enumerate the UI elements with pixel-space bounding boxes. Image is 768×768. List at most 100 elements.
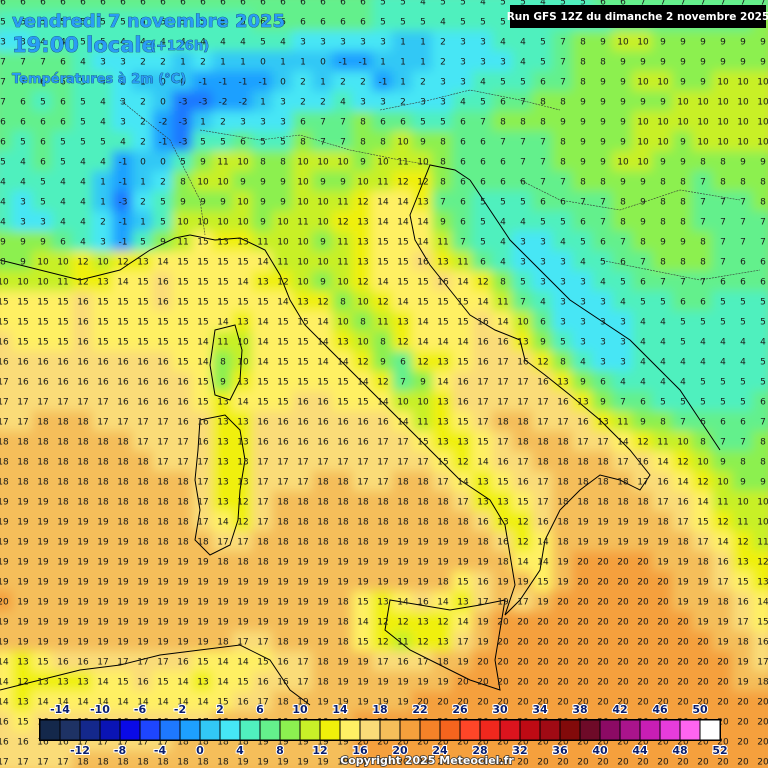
temperature-cell [292,251,314,273]
temperature-value: 9 [440,218,446,228]
temperature-cell [432,151,454,173]
temperature-value: 7 [700,178,706,188]
temperature-cell [312,91,334,113]
temperature-value: 13 [437,258,448,268]
temperature-cell [392,571,414,593]
temperature-cell [572,671,594,693]
temperature-cell [532,31,554,53]
temperature-cell [392,11,414,33]
temperature-cell [552,351,574,373]
temperature-cell [372,611,394,633]
temperature-value: 5 [40,98,46,108]
temperature-value: 4 [500,238,506,248]
temperature-cell [592,51,614,73]
temperature-cell [632,31,654,53]
temperature-value: 8 [660,218,666,228]
temperature-value: 16 [57,378,69,388]
temperature-value: 8 [660,178,666,188]
temperature-cell [472,0,494,13]
temperature-value: 16 [37,378,49,388]
temperature-cell [452,511,474,533]
temperature-value: 3 [620,318,626,328]
temperature-value: 6 [560,198,566,208]
temperature-cell [492,171,514,193]
temperature-value: 5 [20,18,26,28]
temperature-cell [452,11,474,33]
temperature-value: 5 [480,218,486,228]
legend-swatch [140,720,160,740]
temperature-cell [12,631,34,653]
temperature-cell [592,331,614,353]
temperature-value: 7 [620,238,626,248]
temperature-value: 19 [697,578,709,588]
temperature-value: 7 [520,158,526,168]
temperature-cell [12,111,34,133]
legend-label: 0 [196,744,204,757]
temperature-value: 6 [140,0,146,8]
temperature-cell [232,51,254,73]
temperature-cell [392,651,414,673]
temperature-cell [352,291,374,313]
temperature-value: 19 [437,558,449,568]
temperature-value: 18 [357,538,369,548]
temperature-cell [492,0,514,13]
temperature-value: 5 [380,18,386,28]
temperature-value: 20 [557,738,569,748]
temperature-value: 2 [440,58,446,68]
temperature-cell [612,531,634,553]
temperature-value: 17 [337,458,348,468]
temperature-value: 9 [620,118,626,128]
temperature-cell [272,411,294,433]
temperature-value: 20 [437,698,449,708]
temperature-value: 18 [297,518,309,528]
temperature-cell [0,171,14,193]
temperature-cell [572,351,594,373]
temperature-cell [672,591,694,613]
temperature-value: 5 [500,198,506,208]
temperature-cell [412,691,434,713]
legend-swatch [520,720,540,740]
temperature-cell [272,331,294,353]
temperature-cell [332,0,354,13]
temperature-value: 2 [420,78,426,88]
temperature-cell [252,491,274,513]
temperature-cell [672,451,694,473]
temperature-cell [372,171,394,193]
temperature-cell [232,171,254,193]
temperature-cell [352,171,374,193]
temperature-value: 5 [80,38,86,48]
temperature-value: 5 [160,18,166,28]
temperature-cell [0,151,14,173]
temperature-cell [652,91,674,113]
temperature-cell [172,171,194,193]
temperature-cell [532,111,554,133]
temperature-cell [192,91,214,113]
temperature-cell [392,111,414,133]
temperature-value: 6 [740,278,746,288]
temperature-value: 17 [517,458,528,468]
temperature-cell [12,711,34,733]
temperature-value: 19 [97,518,109,528]
temperature-value: 14 [397,298,409,308]
temperature-value: 19 [357,678,369,688]
temperature-value: 18 [57,458,69,468]
temperature-cell [412,31,434,53]
temperature-value: 10 [717,118,729,128]
temperature-cell [412,551,434,573]
temperature-value: 19 [17,578,29,588]
temperature-value: 18 [357,498,369,508]
temperature-value: 0 [160,98,166,108]
temperature-cell [412,271,434,293]
temperature-cell [312,51,334,73]
temperature-cell [152,671,174,693]
temperature-cell [172,131,194,153]
temperature-value: 18 [137,498,149,508]
temperature-value: 4 [700,338,706,348]
temperature-value: 17 [97,658,108,668]
temperature-cell [672,71,694,93]
temperature-value: 12 [417,358,428,368]
temperature-value: 8 [680,258,686,268]
temperature-value: 14 [377,218,389,228]
temperature-cell [92,71,114,93]
temperature-value: 16 [757,638,768,648]
